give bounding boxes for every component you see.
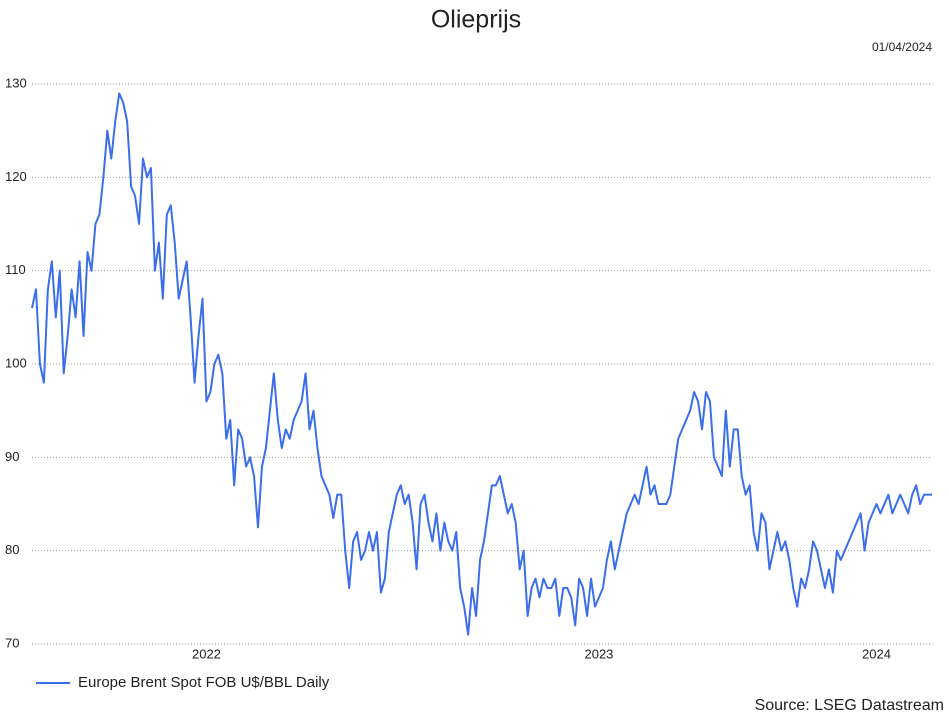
x-tick-label: 2024 (862, 646, 891, 661)
legend-label: Europe Brent Spot FOB U$/BBL Daily (78, 674, 330, 691)
chart-title: Olieprijs (431, 6, 521, 34)
y-tick-label: 100 (5, 355, 27, 370)
y-tick-label: 70 (5, 635, 19, 650)
x-tick-label: 2022 (192, 646, 221, 661)
y-tick-label: 130 (5, 75, 27, 90)
x-tick-label: 2023 (584, 646, 613, 661)
y-tick-label: 110 (5, 262, 26, 277)
line (31, 92, 932, 636)
y-tick-label: 120 (5, 169, 27, 184)
y-tick-label: 80 (5, 542, 19, 557)
y-tick-label: 90 (5, 449, 19, 464)
date-label: 01/04/2024 (872, 40, 932, 54)
source-label: Source: LSEG Datastream (755, 697, 944, 714)
